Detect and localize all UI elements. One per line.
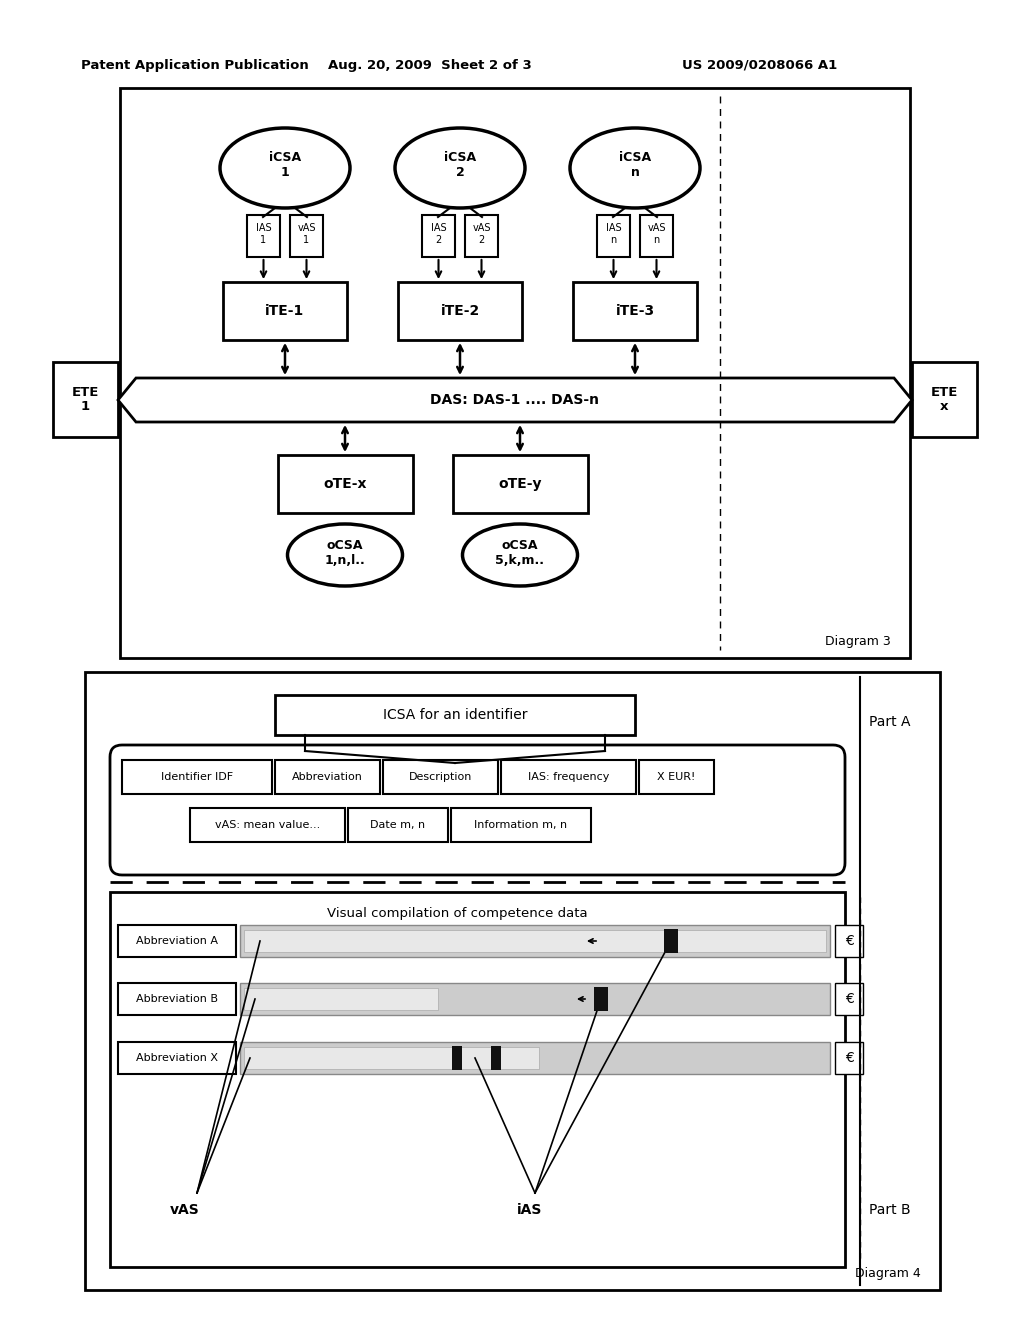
Text: iCSA
2: iCSA 2 [444, 150, 476, 180]
Bar [120, 88, 910, 657]
Bar [244, 931, 826, 952]
Text: Description: Description [409, 772, 472, 781]
Bar [278, 455, 413, 513]
Bar [452, 1045, 462, 1071]
Text: Part A: Part A [869, 715, 910, 729]
Bar [122, 760, 272, 795]
Text: oTE-y: oTE-y [499, 477, 542, 491]
Text: €: € [845, 935, 853, 948]
Text: IAS
2: IAS 2 [431, 223, 446, 244]
Text: Information m, n: Information m, n [474, 820, 567, 830]
Bar [118, 1041, 236, 1074]
Ellipse shape [463, 524, 578, 586]
Text: vAS
n: vAS n [647, 223, 666, 244]
Bar [110, 892, 845, 1267]
Bar [835, 925, 863, 957]
Text: iCSA
n: iCSA n [618, 150, 651, 180]
Text: oCSA
1,n,l..: oCSA 1,n,l.. [325, 539, 366, 568]
Ellipse shape [570, 128, 700, 209]
Bar [573, 282, 697, 341]
Bar [383, 760, 498, 795]
Text: vAS
1: vAS 1 [297, 223, 315, 244]
Bar [639, 760, 714, 795]
Text: Visual compilation of competence data: Visual compilation of competence data [328, 908, 588, 920]
Bar [422, 215, 455, 257]
Bar [223, 282, 347, 341]
Text: €: € [845, 1051, 853, 1065]
Text: ETE
x: ETE x [931, 385, 958, 413]
Text: Abbreviation: Abbreviation [292, 772, 362, 781]
Bar [240, 925, 830, 957]
Bar [501, 760, 636, 795]
Bar [85, 672, 940, 1290]
Bar [451, 808, 591, 842]
Bar [244, 1047, 539, 1069]
Text: X EUR!: X EUR! [657, 772, 695, 781]
Text: vAS
2: vAS 2 [472, 223, 490, 244]
Ellipse shape [220, 128, 350, 209]
Text: ETE
1: ETE 1 [72, 385, 99, 413]
Text: IAS: frequency: IAS: frequency [527, 772, 609, 781]
Bar [453, 455, 588, 513]
Text: iTE-3: iTE-3 [615, 304, 654, 318]
Text: vAS: mean value...: vAS: mean value... [215, 820, 321, 830]
Bar [275, 760, 380, 795]
Bar [348, 808, 449, 842]
Text: iTE-2: iTE-2 [440, 304, 479, 318]
Text: €: € [845, 993, 853, 1006]
Text: Aug. 20, 2009  Sheet 2 of 3: Aug. 20, 2009 Sheet 2 of 3 [328, 58, 531, 71]
Ellipse shape [288, 524, 402, 586]
Bar [640, 215, 673, 257]
Text: Diagram 4: Diagram 4 [855, 1267, 921, 1280]
Text: Patent Application Publication: Patent Application Publication [81, 58, 309, 71]
Text: Abbreviation X: Abbreviation X [136, 1053, 218, 1063]
Bar [290, 215, 323, 257]
Text: Date m, n: Date m, n [371, 820, 426, 830]
Text: iCSA
1: iCSA 1 [269, 150, 301, 180]
Bar [490, 1045, 501, 1071]
Bar [398, 282, 522, 341]
Text: oCSA
5,k,m..: oCSA 5,k,m.. [496, 539, 545, 568]
Bar [244, 987, 438, 1010]
Bar [118, 983, 236, 1015]
Text: oTE-x: oTE-x [324, 477, 367, 491]
Bar [465, 215, 498, 257]
Bar [118, 925, 236, 957]
Text: IAS
1: IAS 1 [256, 223, 271, 244]
Bar [597, 215, 630, 257]
Bar [190, 808, 345, 842]
Text: ICSA for an identifier: ICSA for an identifier [383, 708, 527, 722]
Text: US 2009/0208066 A1: US 2009/0208066 A1 [682, 58, 838, 71]
Polygon shape [118, 378, 912, 422]
Text: IAS
n: IAS n [605, 223, 622, 244]
Bar [240, 1041, 830, 1074]
Text: iTE-1: iTE-1 [265, 304, 304, 318]
Text: DAS: DAS-1 .... DAS-n: DAS: DAS-1 .... DAS-n [430, 393, 599, 407]
Bar [835, 983, 863, 1015]
Text: Abbreviation B: Abbreviation B [136, 994, 218, 1005]
Ellipse shape [395, 128, 525, 209]
Bar [240, 983, 830, 1015]
Text: iAS: iAS [517, 1203, 543, 1217]
Text: Abbreviation A: Abbreviation A [136, 936, 218, 946]
Bar [53, 362, 118, 437]
Text: Identifier IDF: Identifier IDF [161, 772, 233, 781]
Bar [275, 696, 635, 735]
Text: vAS: vAS [170, 1203, 200, 1217]
Bar [664, 929, 678, 953]
Bar [594, 987, 608, 1011]
Bar [912, 362, 977, 437]
FancyBboxPatch shape [110, 744, 845, 875]
Text: Part B: Part B [869, 1203, 910, 1217]
Bar [835, 1041, 863, 1074]
Text: Diagram 3: Diagram 3 [825, 635, 891, 648]
Bar [247, 215, 280, 257]
